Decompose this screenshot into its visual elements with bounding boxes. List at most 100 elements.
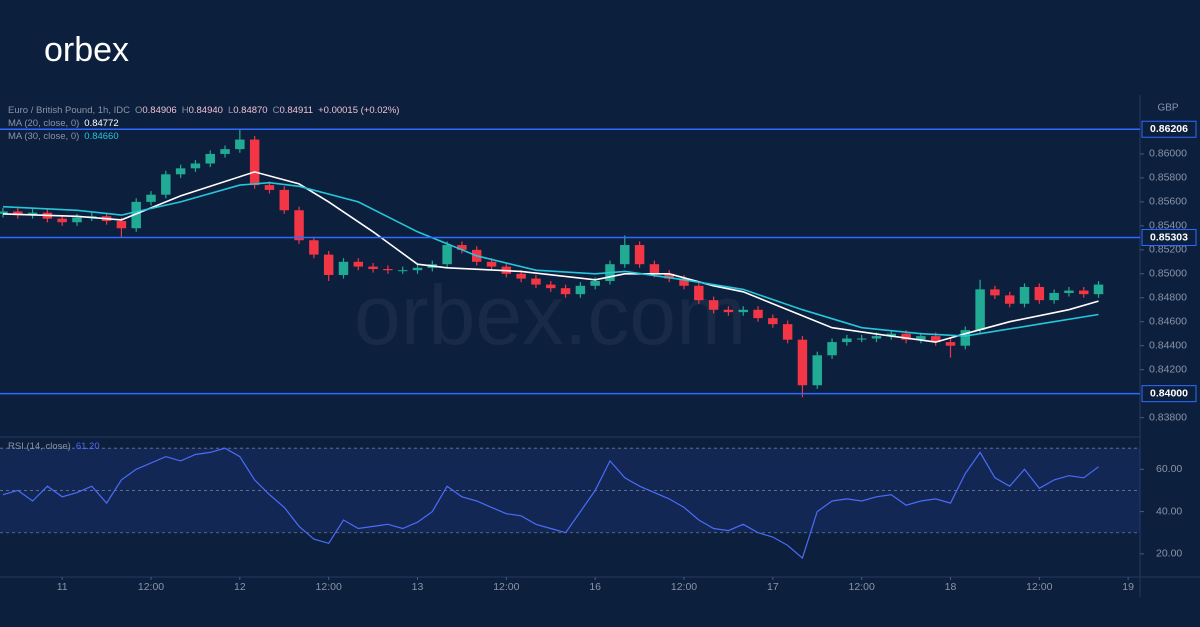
- quote-name: C: [273, 105, 280, 116]
- candle-body: [886, 333, 897, 337]
- ma-legend: MA (20, close, 0) 0.84772: [8, 118, 119, 129]
- candle-body: [57, 218, 67, 223]
- currency-label: GBP: [1157, 103, 1178, 114]
- y-tick-label: 0.85800: [1149, 172, 1187, 184]
- ma-line: [2, 181, 1099, 337]
- ma-legend: MA (30, close, 0) 0.84660: [8, 131, 119, 142]
- x-tick-label: 12:00: [849, 581, 875, 593]
- rsi-tick-label: 20.00: [1156, 548, 1182, 560]
- candle-body: [679, 278, 689, 286]
- candle-body: [782, 324, 793, 340]
- y-tick-label: 0.84800: [1149, 292, 1187, 304]
- quote-name: L: [228, 105, 233, 116]
- candle-body: [1034, 286, 1045, 301]
- ma-legend-value: 0.84772: [84, 118, 118, 129]
- candle-body: [916, 336, 926, 340]
- candle-body: [146, 194, 156, 202]
- candle-body: [1079, 290, 1089, 295]
- candle-body: [531, 278, 541, 285]
- candle-body: [694, 285, 704, 301]
- quote-value: 0.84911: [279, 105, 313, 116]
- candle-body: [13, 211, 23, 216]
- quote-change: +0.00015 (+0.02%): [318, 105, 399, 116]
- ma-line: [2, 171, 1099, 343]
- y-tick-label: 0.85200: [1149, 244, 1187, 256]
- rsi-legend-value: 61.20: [76, 441, 100, 452]
- x-tick-label: 12:00: [493, 581, 519, 593]
- y-tick-label: 0.84600: [1149, 316, 1187, 328]
- y-tick-label: 0.84400: [1149, 339, 1187, 351]
- candle-body: [27, 212, 38, 216]
- candle-body: [1004, 295, 1015, 304]
- rsi-line: [2, 447, 1099, 560]
- candle-body: [768, 318, 778, 325]
- ma-legend-name: MA (20, close, 0): [8, 118, 79, 129]
- candle-body: [990, 289, 1000, 296]
- candle-body: [131, 201, 141, 229]
- quote-name: H: [182, 105, 189, 116]
- candle-body: [249, 139, 260, 186]
- y-tick-label: 0.86000: [1149, 148, 1187, 160]
- quote-value: 0.84870: [233, 105, 267, 116]
- candle-body: [323, 254, 334, 275]
- y-tick-label: 0.85400: [1149, 220, 1187, 232]
- x-tick-label: 12:00: [316, 581, 342, 593]
- y-tick-label: 0.85600: [1149, 196, 1187, 208]
- candle-body: [575, 285, 586, 295]
- candle-body: [1019, 286, 1030, 304]
- rsi-legend: RSI (14, close) 61.20: [8, 441, 100, 452]
- candle-body: [412, 267, 423, 271]
- x-tick-label: 11: [57, 581, 68, 593]
- x-tick-label: 13: [412, 581, 424, 593]
- candle-body: [945, 342, 956, 346]
- candle-body: [901, 333, 911, 340]
- candle-body: [930, 336, 941, 343]
- x-tick-label: 18: [945, 581, 957, 593]
- x-tick-label: 12:00: [1026, 581, 1052, 593]
- candle-body: [220, 149, 230, 154]
- candle-body: [871, 336, 882, 339]
- candle-body: [116, 221, 127, 229]
- y-tick-label: 0.84200: [1149, 363, 1187, 375]
- level-label-box: [1141, 228, 1197, 246]
- candle-body: [1064, 290, 1074, 293]
- rsi-legend-name: RSI (14, close): [8, 441, 71, 452]
- candle-body: [294, 210, 304, 241]
- x-tick-label: 12:00: [671, 581, 697, 593]
- x-tick-label: 17: [767, 581, 779, 593]
- candle-body: [383, 268, 393, 271]
- level-label: 0.85303: [1150, 231, 1188, 243]
- candle-body: [338, 261, 349, 275]
- level-label-box: [1141, 120, 1197, 138]
- candle-body: [856, 338, 867, 340]
- candle-body: [72, 217, 82, 223]
- candle-body: [975, 289, 985, 331]
- x-tick-label: 19: [1122, 581, 1134, 593]
- candle-body: [753, 309, 763, 319]
- candle-body: [546, 284, 556, 289]
- level-label-box: [1141, 385, 1197, 403]
- candle-body: [516, 273, 526, 279]
- ma-legend-name: MA (30, close, 0): [8, 131, 79, 142]
- ma-legend-value: 0.84660: [84, 131, 118, 142]
- candle-body: [1049, 292, 1059, 301]
- y-tick-label: 0.83800: [1149, 411, 1187, 423]
- rsi-tick-label: 40.00: [1156, 505, 1182, 517]
- candle-body: [708, 300, 719, 310]
- candle-body: [235, 139, 245, 150]
- candle-body: [0, 211, 8, 214]
- candle-body: [738, 309, 748, 313]
- x-tick-label: 12:00: [138, 581, 164, 593]
- candle-body: [812, 355, 822, 386]
- chart-title: Euro / British Pound, 1h, IDC O0.84906 H0.…: [8, 105, 399, 116]
- candle-body: [264, 185, 275, 190]
- candle-body: [649, 264, 660, 274]
- chart-title-text: Euro / British Pound, 1h, IDC: [8, 105, 130, 116]
- candle-body: [560, 288, 571, 295]
- candle-body: [457, 245, 467, 250]
- candle-body: [397, 270, 408, 272]
- candle-body: [842, 338, 852, 343]
- candle-body: [368, 266, 378, 269]
